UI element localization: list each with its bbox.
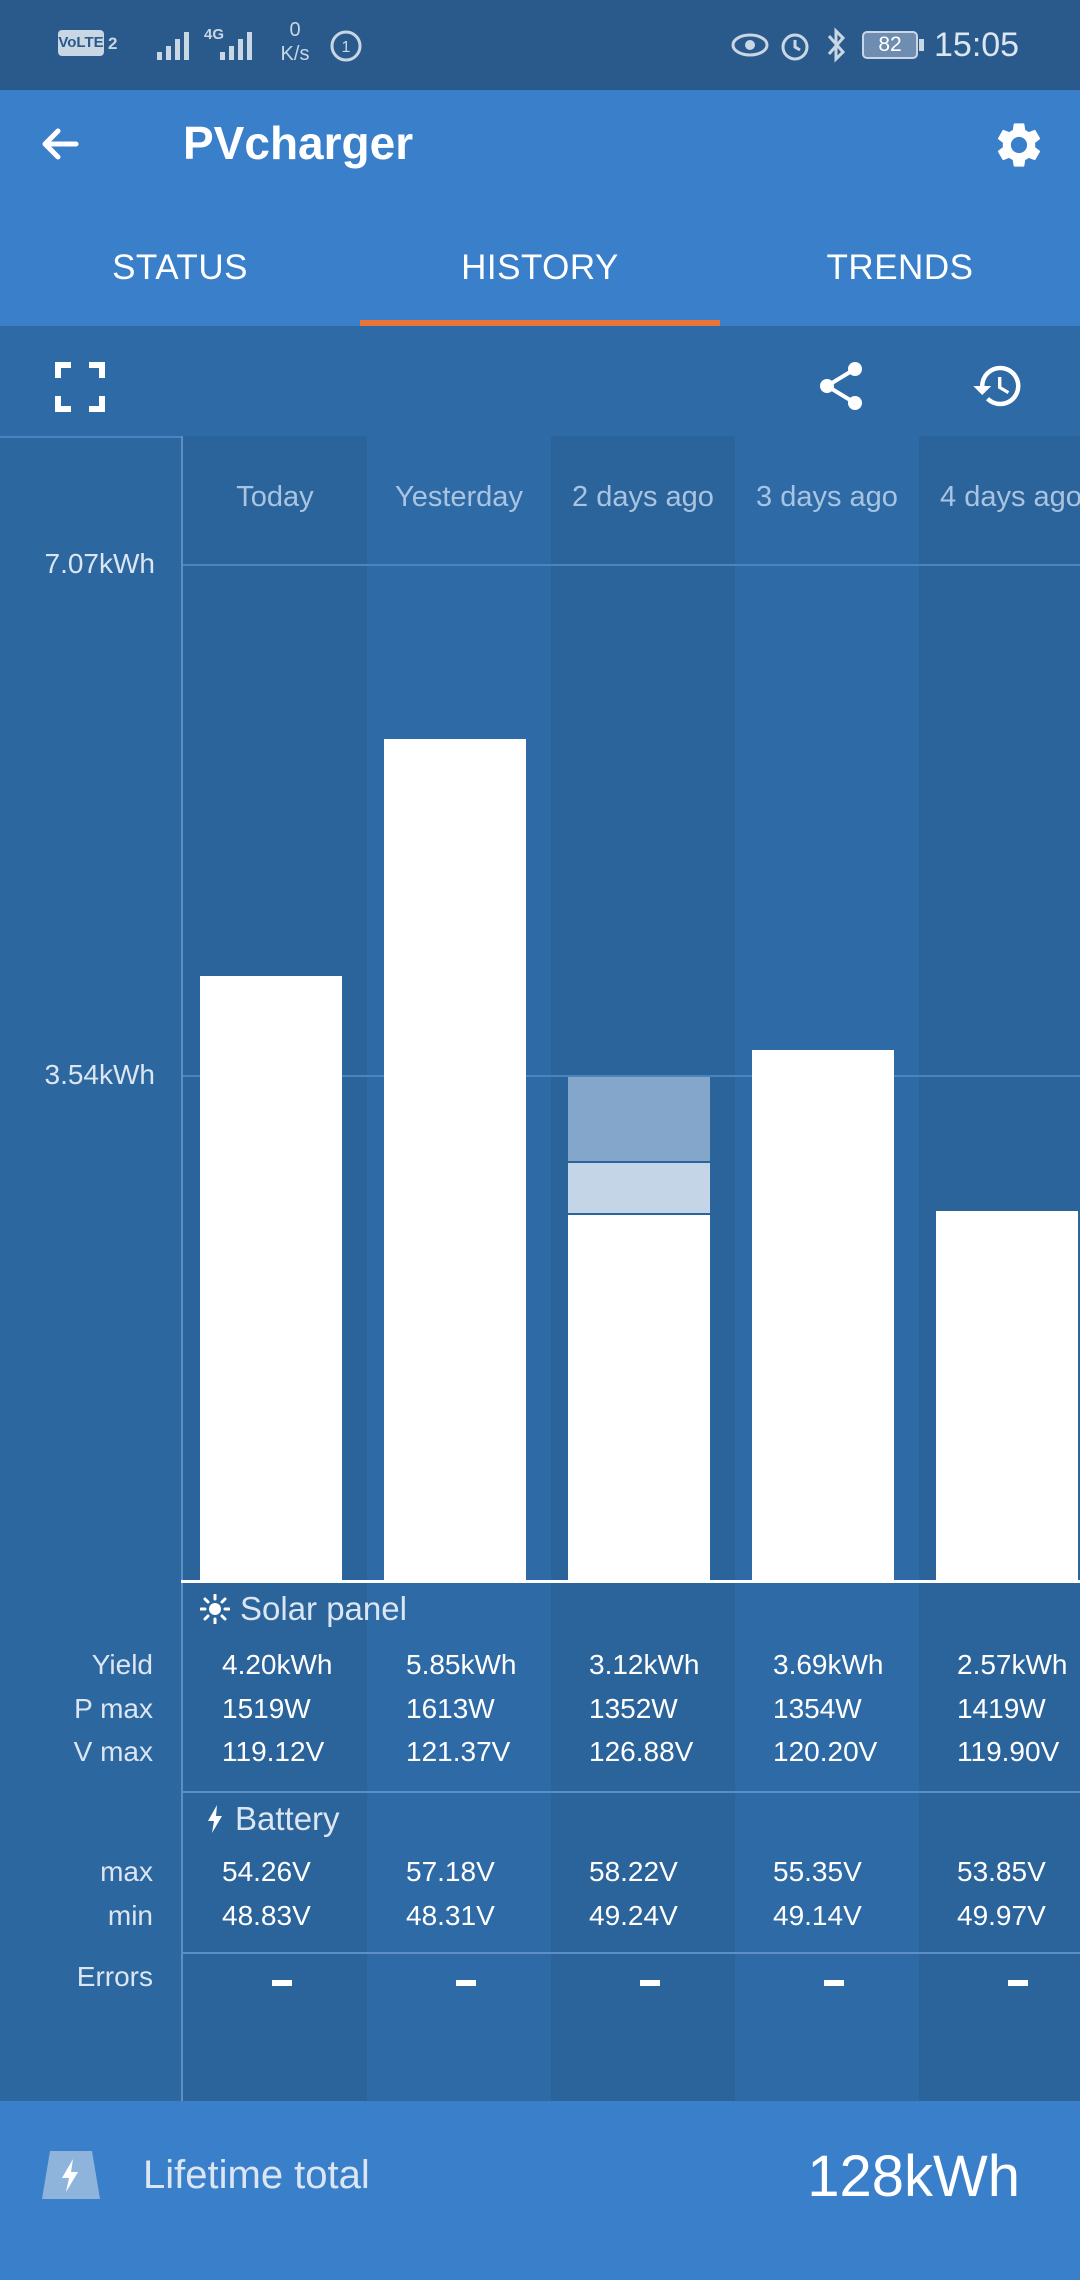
solar-panel-heading: Solar panel (200, 1590, 407, 1628)
error-value-dash (640, 1980, 660, 1986)
page-title: PVcharger (183, 117, 414, 169)
data-saver-icon: 1 (330, 30, 362, 62)
error-value-dash (824, 1980, 844, 1986)
history-toolbar (0, 326, 1080, 438)
battery-max-value: 58.22V (589, 1856, 678, 1887)
lifetime-total-bar: Lifetime total 128kWh (0, 2101, 1080, 2280)
error-value-dash (272, 1980, 292, 1986)
tab-trends[interactable]: TRENDS (826, 248, 974, 287)
tab-history[interactable]: HISTORY (461, 248, 619, 287)
signal-icon-2 (220, 32, 252, 60)
battery-tip (919, 39, 924, 51)
gear-icon[interactable] (992, 118, 1046, 172)
history-icon[interactable] (970, 359, 1026, 413)
bar-segment (568, 1163, 710, 1213)
pmax-value: 1354W (773, 1693, 862, 1724)
bar-2-days-ago[interactable] (568, 1077, 710, 1580)
lightning-icon (208, 1805, 222, 1833)
yield-value: 2.57kWh (957, 1649, 1068, 1680)
battery-min-value: 49.14V (773, 1900, 862, 1931)
grid-line-mid (183, 1075, 1080, 1077)
tab-indicator (360, 320, 720, 326)
battery-max-value: 55.35V (773, 1856, 862, 1887)
bar-4-days-ago[interactable] (936, 1210, 1078, 1580)
history-chart: Today Yesterday 2 days ago 3 days ago 4 … (0, 436, 1080, 2101)
pmax-value: 1419W (957, 1693, 1046, 1724)
vmax-label: V max (73, 1736, 153, 1767)
x-axis-line (181, 1580, 1080, 1583)
battery-min-value: 48.31V (406, 1900, 495, 1931)
pmax-label: P max (74, 1693, 153, 1724)
grid-line-top (183, 564, 1080, 566)
y-tick-top: 7.07kWh (44, 548, 156, 579)
vmax-value: 120.20V (773, 1736, 878, 1767)
eye-icon (731, 33, 769, 57)
sun-icon (200, 1594, 230, 1624)
pmax-value: 1519W (222, 1693, 311, 1724)
solar-panel-title: Solar panel (240, 1590, 407, 1627)
section-divider (183, 1952, 1080, 1954)
pmax-value: 1613W (406, 1693, 495, 1724)
vmax-value: 121.37V (406, 1736, 511, 1767)
tab-status[interactable]: STATUS (112, 248, 248, 287)
clock: 15:05 (934, 26, 1020, 64)
errors-label: Errors (76, 1961, 153, 1992)
day-label-yesterday[interactable]: Yesterday (395, 481, 523, 513)
section-divider (183, 1791, 1080, 1793)
lightning-badge-icon (42, 2151, 100, 2199)
status-bar: VoLTE 2 4G 0 K/s 1 82 15:05 (0, 0, 1080, 90)
lifetime-total-label: Lifetime total (143, 2153, 370, 2197)
battery-icon: 82 (862, 31, 918, 59)
bar-segment (568, 1077, 710, 1162)
battery-max-value: 53.85V (957, 1856, 1046, 1887)
yield-value: 3.69kWh (773, 1649, 884, 1680)
battery-max-value: 54.26V (222, 1856, 311, 1887)
alarm-icon (781, 33, 809, 61)
back-arrow-icon[interactable] (36, 120, 84, 168)
y-axis-line (181, 436, 183, 2101)
battery-min-value: 49.97V (957, 1900, 1046, 1931)
error-value-dash (456, 1980, 476, 1986)
fullscreen-icon[interactable] (55, 362, 105, 412)
network-type: 4G (204, 26, 225, 43)
battery-min-value: 48.83V (222, 1900, 311, 1931)
bluetooth-icon (827, 27, 846, 63)
share-icon[interactable] (815, 360, 867, 412)
bar-segment (568, 1214, 710, 1580)
lifetime-total-value: 128kWh (807, 2144, 1020, 2209)
bar-today[interactable] (200, 976, 342, 1580)
vmax-value: 119.90V (957, 1736, 1060, 1767)
error-value-dash (1008, 1980, 1028, 1986)
bar-3-days-ago[interactable] (752, 1049, 894, 1580)
day-label-2-days-ago[interactable]: 2 days ago (572, 481, 714, 513)
pmax-value: 1352W (589, 1693, 678, 1724)
yield-value: 5.85kWh (406, 1649, 517, 1680)
y-tick-mid: 3.54kWh (44, 1059, 156, 1090)
yield-value: 4.20kWh (222, 1649, 333, 1680)
battery-title: Battery (235, 1800, 340, 1837)
svg-text:1: 1 (342, 39, 351, 56)
sim-number: 2 (108, 34, 118, 53)
battery-min-label: min (107, 1900, 153, 1931)
yield-label: Yield (91, 1649, 153, 1680)
battery-heading: Battery (205, 1800, 340, 1838)
app-bar: PVcharger (0, 90, 1080, 326)
net-speed: 0 K/s (280, 19, 310, 65)
vmax-value: 126.88V (589, 1736, 694, 1767)
battery-min-value: 49.24V (589, 1900, 678, 1931)
volte-badge: VoLTE (58, 30, 104, 56)
battery-max-label: max (100, 1856, 153, 1887)
vmax-value: 119.12V (222, 1736, 325, 1767)
signal-icon (157, 32, 189, 60)
yield-value: 3.12kWh (589, 1649, 700, 1680)
battery-max-value: 57.18V (406, 1856, 495, 1887)
bar-yesterday[interactable] (384, 739, 526, 1580)
day-label-today[interactable]: Today (236, 481, 314, 513)
day-label-3-days-ago[interactable]: 3 days ago (756, 481, 898, 513)
day-label-4-days-ago[interactable]: 4 days ago (940, 481, 1080, 513)
